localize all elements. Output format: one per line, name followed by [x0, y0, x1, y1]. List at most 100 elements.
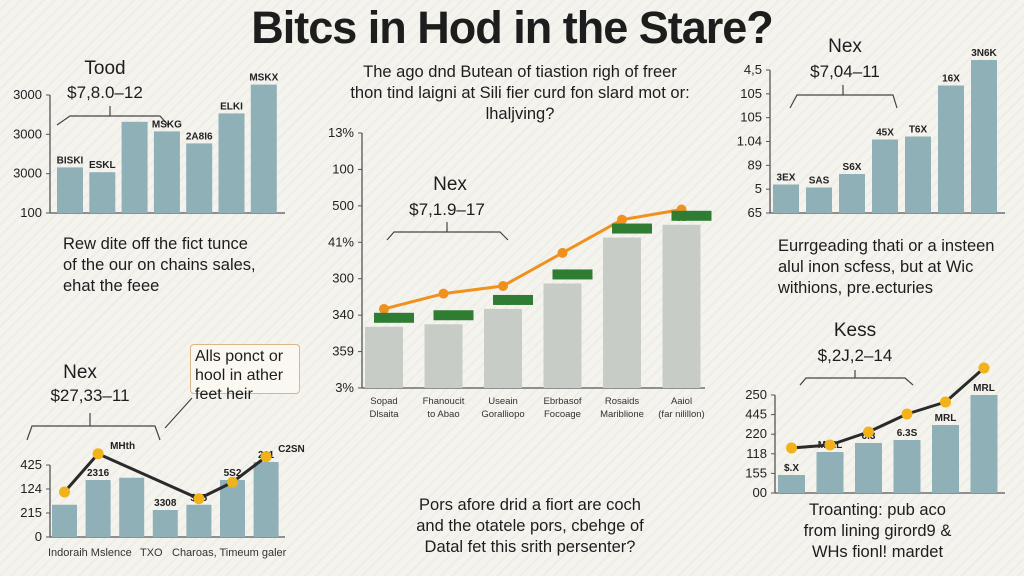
x-tick-label: Indoraih Mslence: [48, 547, 132, 559]
caption-line: withions, pre.ecturies: [778, 279, 933, 297]
bar: [152, 510, 178, 537]
bar: [121, 121, 148, 213]
bar-label: 45X: [876, 128, 894, 139]
caption-line: Rew dite off the fict tunce: [63, 235, 248, 253]
bar: [872, 139, 898, 213]
y-tick-label: 3000: [13, 126, 42, 141]
bar-label: $.X: [784, 463, 799, 474]
bracket-a: [56, 106, 169, 126]
line-label: MHth: [110, 441, 135, 452]
bar: [365, 326, 403, 388]
caption-line: of the our on chains sales,: [63, 256, 256, 274]
bar: [855, 443, 882, 493]
callout-line: Alls ponct or: [195, 348, 284, 365]
y-tick-label: 425: [20, 457, 42, 472]
bar: [662, 224, 701, 388]
bar-label: ELKI: [220, 101, 243, 112]
value-tag: [552, 269, 593, 280]
chart-a: 3000 3000 3000 100 BISKI ESKL MSKG 2A8I6 ELKI MSK…: [13, 73, 285, 220]
y-tick-label: 105: [740, 110, 762, 125]
caption-line: Pors afore drid a fiort are coch: [419, 496, 641, 514]
y-tick-label: 3000: [13, 87, 42, 102]
bar: [893, 440, 921, 493]
x-tick-label: Useain: [488, 396, 518, 407]
page-title: Bitcs in Hod in the Stare?: [251, 2, 774, 53]
bar: [932, 425, 959, 493]
bar: [153, 131, 180, 213]
bar: [816, 452, 844, 493]
bar: [119, 477, 145, 537]
bar: [218, 113, 245, 213]
bar-label: 5S2: [224, 468, 242, 479]
line-point: [227, 476, 238, 488]
x-tick-label: Mariblione: [600, 409, 644, 420]
y-tick-label: 500: [332, 198, 354, 213]
line-point: [260, 451, 272, 463]
line-point: [863, 426, 874, 438]
chart-c: 4,5 105 105 1.04 89 5 65 3EX SAS S6X 45X T6X 16X 3N6K: [737, 48, 1005, 220]
bar: [603, 237, 641, 388]
panel-d-price: $27,33–11: [50, 386, 130, 405]
line-point: [901, 408, 913, 420]
bar-label: 3EX: [777, 173, 796, 184]
bracket-c: [789, 85, 898, 109]
line-point: [92, 448, 104, 460]
bar-label: 2316: [87, 468, 110, 479]
bar-label: 2A8I6: [186, 131, 213, 142]
bar: [971, 60, 997, 213]
caption-line: Eurrgeading thati or a insteen: [778, 237, 995, 255]
y-tick-label: 300: [332, 271, 354, 286]
subtitle-line: The ago dnd Butean of tiastion righ of f…: [363, 63, 677, 81]
panel-c-caption: Eurrgeading thati or a insteen alul inon…: [778, 236, 994, 299]
bar: [186, 143, 213, 213]
x-tick-label: Rosaids: [605, 396, 640, 407]
line-point: [940, 396, 951, 408]
y-tick-label: 359: [332, 344, 354, 359]
bracket-b: [386, 222, 509, 241]
line-point: [438, 288, 449, 299]
caption-line: from lining girord9 &: [803, 522, 952, 540]
y-tick-label: 445: [745, 407, 767, 422]
bar-label: S6X: [843, 162, 862, 173]
subtitle-line: lhaljving?: [485, 105, 555, 123]
trend-line: [383, 208, 682, 311]
x-tick-label: Dlsaita: [369, 409, 399, 420]
panel-b-price: $7,1.9–17: [409, 200, 485, 219]
y-tick-label: 3000: [13, 166, 42, 181]
caption-line: Troanting: pub aco: [809, 501, 946, 519]
value-tag: [671, 210, 712, 221]
trend-line: [791, 366, 985, 450]
x-tick-label: to Abao: [427, 409, 459, 420]
line-point: [557, 247, 568, 258]
bar: [424, 324, 463, 388]
y-tick-label: 250: [745, 387, 767, 402]
caption-line: Datal fet this srith persenter?: [424, 538, 636, 556]
y-tick-label: 3%: [335, 380, 354, 395]
panel-e-caption: Troanting: pub aco from lining girord9 &…: [790, 500, 965, 563]
panel-b-subtitle: The ago dnd Butean of tiastion righ of f…: [300, 62, 740, 125]
bar-label: 6.3S: [897, 428, 918, 439]
x-tick-label: TXO: [140, 547, 163, 559]
bar: [905, 136, 931, 213]
line-point: [379, 303, 389, 314]
y-tick-label: 13%: [328, 125, 354, 140]
bar: [543, 283, 582, 388]
panel-c-price: $7,04–11: [810, 62, 880, 81]
brackets: [26, 85, 914, 441]
caption-line: WHs fionl! mardet: [811, 543, 944, 561]
y-tick-label: 100: [20, 205, 42, 220]
y-tick-label: 340: [332, 307, 354, 322]
bar-label: MRL: [973, 383, 995, 394]
y-tick-label: 215: [20, 505, 42, 520]
panel-a-price: $7,8.0–12: [67, 83, 143, 102]
caption-line: ehat the feee: [63, 277, 160, 295]
line-point: [59, 486, 70, 498]
callout-line: hool in ather: [195, 367, 284, 384]
x-tick-label: Ebrbasof: [543, 396, 581, 407]
y-tick-label: 118: [746, 446, 767, 461]
bar-label: 16X: [942, 74, 960, 85]
chart-d: 425124215023163308$355S2211MHthC2SNIndor…: [20, 441, 304, 559]
panel-d-heading: Nex: [63, 362, 97, 383]
bar-label: T6X: [909, 125, 928, 136]
